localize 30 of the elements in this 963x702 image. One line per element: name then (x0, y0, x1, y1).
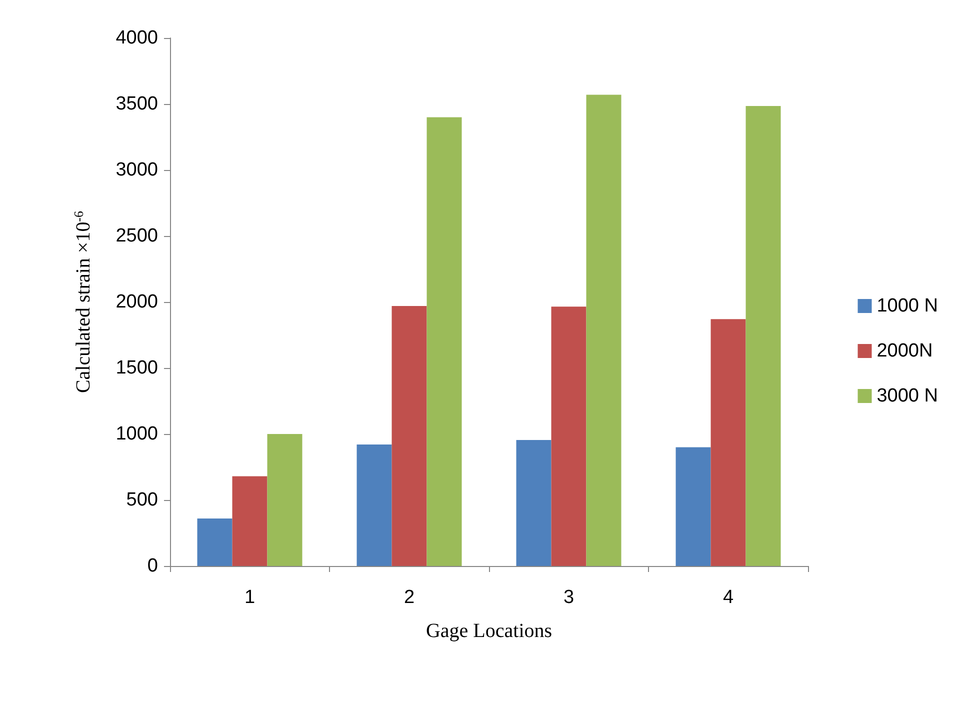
y-tick-label: 1500 (116, 358, 158, 378)
y-tick-label: 3000 (116, 160, 158, 180)
x-axis-title: Gage Locations (426, 620, 552, 642)
bar (426, 117, 462, 566)
y-tick-label: 2500 (116, 226, 158, 246)
y-tick-label: 0 (147, 556, 158, 576)
bar (586, 94, 622, 566)
bar (551, 306, 586, 566)
y-tick-label: 4000 (116, 28, 158, 48)
y-tick-label: 1000 (116, 424, 158, 444)
bar (710, 319, 746, 566)
x-tick-label: 4 (722, 587, 734, 608)
bar (197, 518, 232, 566)
y-tick-label: 500 (126, 490, 158, 510)
y-tick-label: 3500 (116, 94, 158, 114)
x-tick-label: 3 (563, 587, 574, 608)
bar (676, 447, 711, 566)
bar (516, 440, 552, 566)
x-tick-label: 1 (244, 587, 256, 608)
x-tick-label: 2 (404, 587, 415, 608)
y-tick-label: 2000 (116, 292, 158, 312)
bar (746, 106, 781, 566)
bar (267, 434, 302, 566)
legend-label: 1000 N (876, 296, 938, 316)
legend-label: 2000N (876, 340, 933, 362)
y-axis-title: Calculated strain ×10-6 (71, 210, 94, 394)
legend-label: 3000 N (876, 386, 938, 406)
bar (392, 306, 427, 566)
bar (232, 476, 268, 566)
bar (356, 444, 392, 566)
